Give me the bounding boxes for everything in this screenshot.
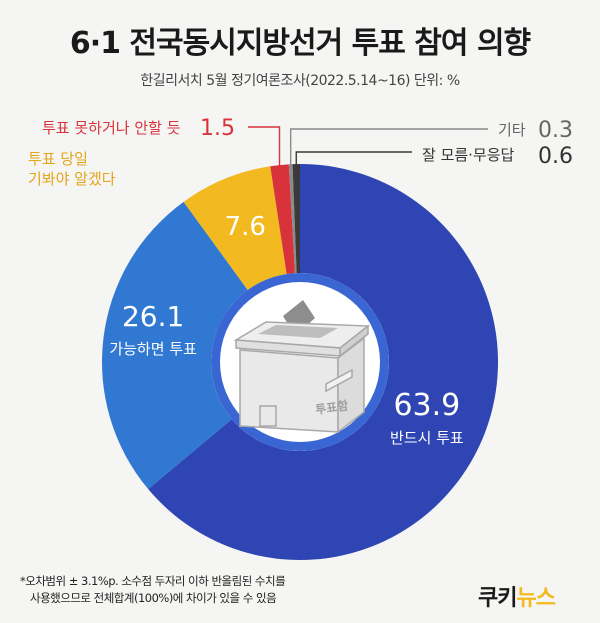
donut-slice — [288, 164, 297, 274]
footnote-line-1: *오차범위 ± 3.1%p. 소수점 두자리 이하 반올림된 수치를 — [20, 574, 286, 588]
slice-value: 63.9 — [393, 388, 460, 423]
donut-slice — [102, 201, 248, 490]
footnote-line-2: 사용했으므로 전체합계(100%)에 차이가 있을 수 있음 — [30, 591, 277, 605]
slice-value: 1.5 — [200, 116, 235, 141]
slice-value: 0.3 — [538, 118, 573, 143]
slice-label: 잘 모름·무응답 — [422, 146, 515, 164]
leader-line — [295, 151, 412, 166]
slice-value: 26.1 — [122, 300, 184, 333]
ballot-box-label: 투표함 — [314, 398, 349, 417]
footnote: *오차범위 ± 3.1%p. 소수점 두자리 이하 반올림된 수치를 사용했으므… — [20, 573, 286, 607]
donut-slices — [102, 164, 499, 560]
ballot-box-icon: 투표함 — [233, 300, 371, 434]
slice-label: 투표 당일 — [28, 150, 88, 168]
slice-label: 투표 못하거나 안할 듯 — [42, 119, 181, 137]
slice-label: 기타 — [498, 121, 526, 139]
donut-slice — [292, 164, 300, 274]
kukinews-logo: 쿠키뉴스 — [478, 586, 556, 611]
donut-slice — [270, 164, 295, 275]
slice-label: 기봐야 알겠다 — [28, 170, 116, 188]
donut-slice — [148, 164, 499, 560]
leader-line — [248, 126, 281, 166]
slice-value: 7.6 — [225, 212, 266, 242]
leader-line — [289, 128, 488, 166]
chart-subtitle: 한길리서치 5월 정기여론조사(2022.5.14~16) 단위: % — [140, 73, 460, 89]
slice-label: 반드시 투표 — [390, 429, 464, 447]
page-title: 6·1 전국동시지방선거 투표 참여 의향 — [69, 26, 531, 61]
slice-value: 0.6 — [538, 144, 573, 169]
donut-slice — [183, 166, 287, 290]
slice-label: 가능하면 투표 — [109, 340, 197, 358]
